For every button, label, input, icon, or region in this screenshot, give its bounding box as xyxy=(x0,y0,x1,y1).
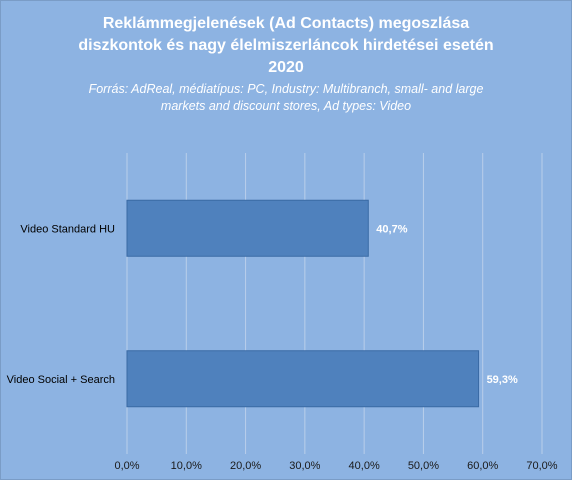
bar-1 xyxy=(126,199,369,257)
data-label-1: 40,7% xyxy=(376,223,407,235)
x-tick-label: 60,0% xyxy=(467,460,498,472)
x-tick-label: 50,0% xyxy=(408,460,439,472)
chart-title-line-1: Reklámmegjelenések (Ad Contacts) megoszl… xyxy=(103,15,469,32)
category-labels: Video Standard HU Video Social + Search xyxy=(7,223,115,386)
gridlines xyxy=(126,153,543,454)
chart-subtitle: Forrás: AdReal, médiatípus: PC, Industry… xyxy=(89,82,484,113)
data-label-2: 59,3% xyxy=(487,374,518,386)
x-tick-label: 40,0% xyxy=(349,460,380,472)
chart-title-line-3: 2020 xyxy=(268,59,304,76)
chart-title: Reklámmegjelenések (Ad Contacts) megoszl… xyxy=(78,15,493,76)
data-labels: 40,7% 59,3% xyxy=(376,223,518,386)
x-tick-label: 0,0% xyxy=(114,460,139,472)
category-label-2: Video Social + Search xyxy=(7,374,115,386)
bars xyxy=(126,199,480,408)
chart-subtitle-line-1: Forrás: AdReal, médiatípus: PC, Industry… xyxy=(89,82,484,96)
x-tick-label: 10,0% xyxy=(171,460,202,472)
x-tick-label: 20,0% xyxy=(230,460,261,472)
bar-2 xyxy=(126,350,480,408)
x-tick-label: 30,0% xyxy=(289,460,320,472)
chart-title-line-2: diszkontok és nagy élelmiszerláncok hird… xyxy=(78,37,493,54)
x-tick-label: 70,0% xyxy=(526,460,557,472)
category-label-1: Video Standard HU xyxy=(20,223,115,235)
chart-subtitle-line-2: markets and discount stores, Ad types: V… xyxy=(161,99,411,113)
x-tick-labels: 0,0% 10,0% 20,0% 30,0% 40,0% 50,0% 60,0% 70,0% xyxy=(114,460,557,472)
